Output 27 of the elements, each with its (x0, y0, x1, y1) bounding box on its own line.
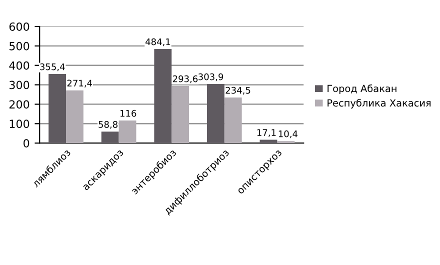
y-tick-label: 300 (10, 80, 30, 90)
y-tick-label: 600 (9, 22, 30, 31)
data-label: 17,1 (257, 129, 276, 137)
y-tick-label: 200 (9, 100, 30, 109)
bar (224, 98, 242, 144)
bar (154, 49, 172, 144)
data-label: 355,4 (40, 63, 65, 72)
data-label: 116 (120, 110, 136, 117)
y-tick-label: 0 (24, 139, 30, 148)
data-label: 10,4 (278, 130, 298, 138)
data-label: 293,6 (172, 75, 198, 84)
y-tick-label: 400 (9, 61, 30, 70)
data-label: 58,8 (98, 121, 118, 129)
y-tick-label: 100 (10, 120, 30, 128)
bar (172, 86, 190, 144)
bar (48, 74, 66, 144)
bar (206, 84, 224, 144)
data-label: 303,9 (198, 73, 224, 82)
bar (118, 120, 136, 144)
bar (66, 90, 84, 144)
data-label: 271,4 (67, 80, 92, 88)
data-label: 234,5 (226, 86, 250, 95)
bar (101, 132, 119, 144)
legend-label: Город Абакан (328, 84, 396, 94)
data-label: 484,1 (146, 38, 170, 46)
y-tick-label: 500 (10, 42, 30, 50)
legend-label: Республика Хакасия (328, 98, 431, 108)
